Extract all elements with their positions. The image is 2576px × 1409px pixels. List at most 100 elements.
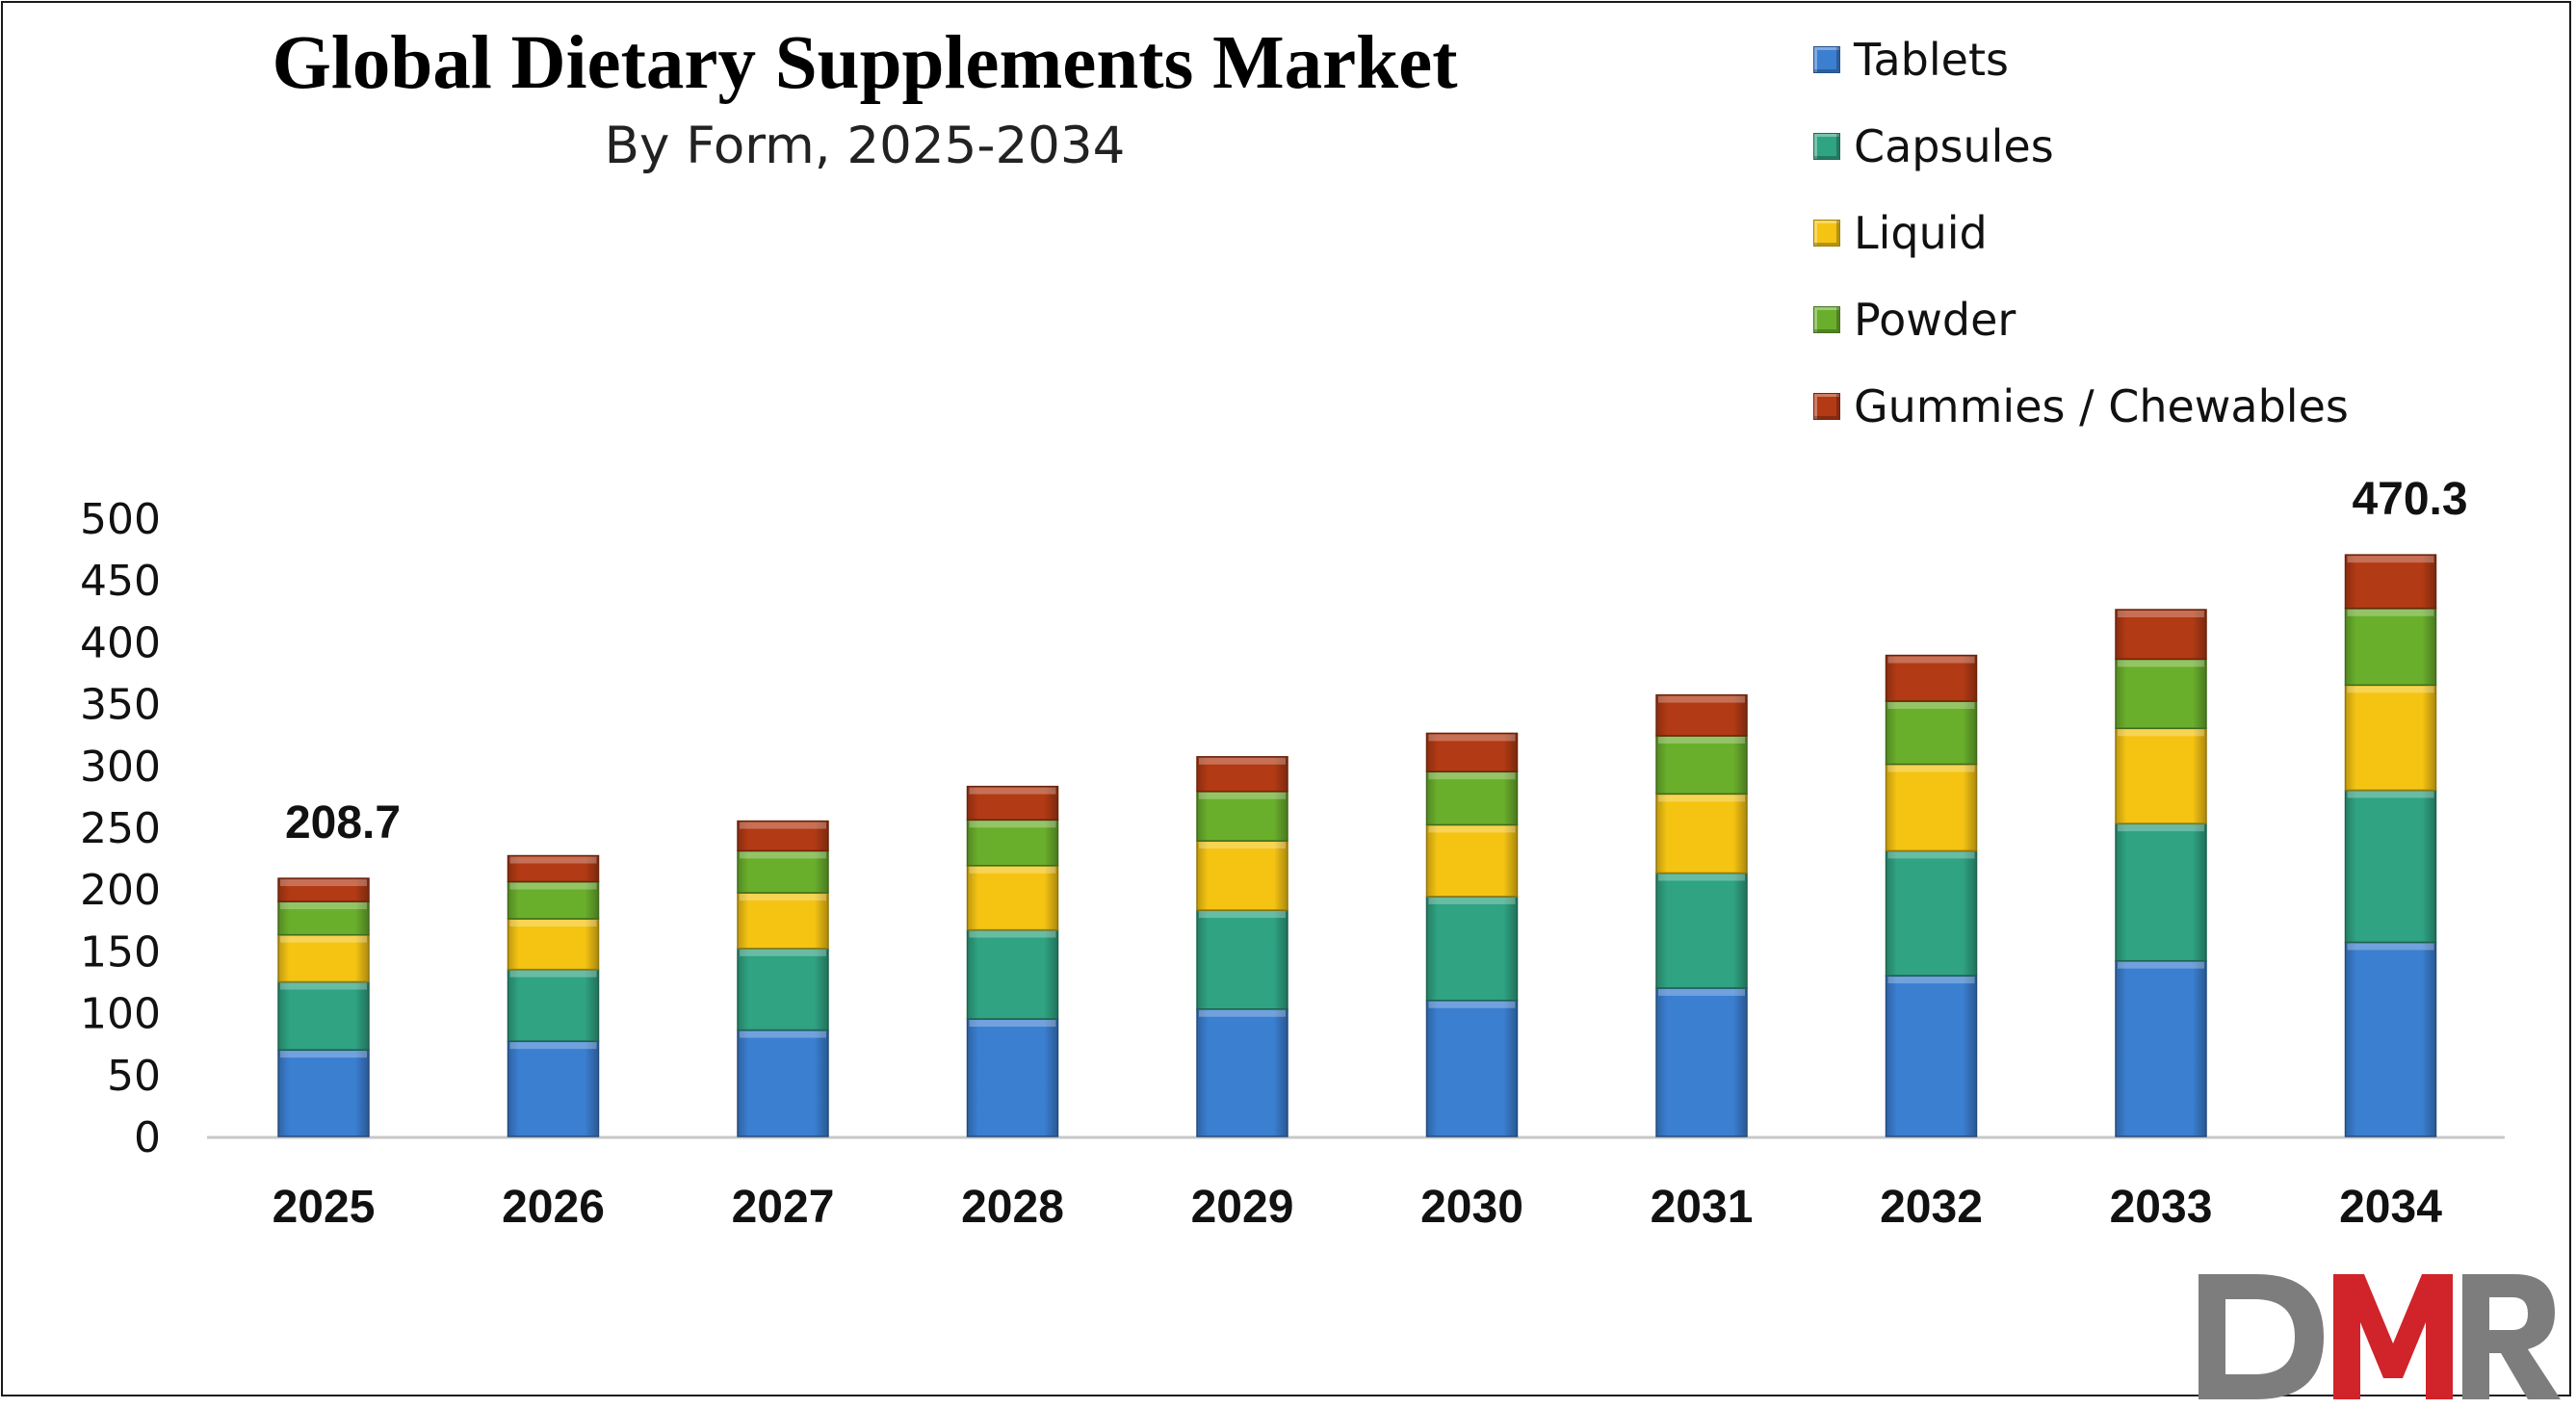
y-tick-label: 500: [80, 495, 161, 544]
bar-segment: [2344, 607, 2437, 687]
bar-segment: [2115, 959, 2207, 1137]
legend-item: Powder: [1813, 276, 2349, 363]
bar-segment: [1885, 975, 1978, 1137]
bar-segment-highlight: [1658, 736, 1745, 744]
bar-segment-highlight: [969, 866, 1056, 874]
bar-segment: [1196, 909, 1288, 1010]
bar-segment-highlight: [509, 856, 597, 864]
bar-segment-highlight: [2347, 791, 2434, 798]
bar-segment-highlight: [509, 1042, 597, 1050]
bar-segment: [507, 918, 600, 971]
bar-segment: [737, 820, 829, 852]
bar-segment: [1655, 987, 1748, 1137]
bar-segment-highlight: [2118, 824, 2204, 832]
y-tick-label: 400: [80, 618, 161, 667]
bar-segment-highlight: [509, 970, 597, 978]
bar-segment: [1425, 823, 1519, 898]
chart-title: Global Dietary Supplements Market: [272, 21, 1458, 105]
bar-segment-highlight: [1199, 842, 1286, 849]
x-tick-label: 2032: [1880, 1182, 1983, 1233]
bar-segment-highlight: [1199, 911, 1286, 919]
bar-segment-highlight: [280, 879, 367, 887]
bar-segment: [737, 1029, 829, 1137]
legend-item: Gummies / Chewables: [1813, 363, 2349, 450]
bar-segment-highlight: [2347, 556, 2434, 563]
bar-segment: [1885, 654, 1978, 702]
x-tick-label: 2030: [1420, 1182, 1523, 1233]
legend-swatch: [1813, 306, 1840, 333]
bar-segment-highlight: [1428, 1001, 1516, 1008]
logo-letter-r: [2462, 1274, 2561, 1399]
bar-segment: [1885, 849, 1978, 977]
bar-segment: [1655, 693, 1748, 737]
bar-segment-highlight: [509, 882, 597, 890]
plot-area: 0 50 100 150 200 250 300 350 400 450 500 2025 2026 20…: [80, 474, 2505, 1233]
bar-segment: [1425, 1000, 1519, 1137]
data-label: 208.7: [285, 797, 401, 848]
bar-segment: [966, 819, 1059, 867]
legend-label: Liquid: [1854, 207, 1988, 259]
bar-segment: [1425, 896, 1519, 1002]
legend-label: Gummies / Chewables: [1854, 380, 2349, 432]
bar-segment: [2344, 941, 2437, 1137]
bar-segment-highlight: [2118, 729, 2204, 737]
bar-segment-highlight: [1887, 977, 1975, 984]
bar-segment-highlight: [740, 1031, 826, 1038]
x-tick-label: 2034: [2339, 1182, 2442, 1233]
bar-segment-highlight: [1658, 695, 1745, 703]
legend-swatch: [1813, 133, 1840, 160]
bar-segment: [2115, 609, 2207, 661]
bar-segment: [737, 849, 829, 894]
bar-segment-highlight: [1199, 757, 1286, 765]
bar-segment: [1425, 770, 1519, 826]
bar-segment: [1196, 791, 1288, 842]
x-tick-label: 2028: [961, 1182, 1064, 1233]
bar-segment-highlight: [280, 982, 367, 990]
bar-segment: [1655, 793, 1748, 874]
bar-segment-highlight: [740, 822, 826, 829]
bar-segment: [966, 1018, 1059, 1137]
bar-segment-highlight: [1428, 825, 1516, 833]
bar-segment-highlight: [1658, 988, 1745, 996]
y-tick-label: 450: [80, 557, 161, 606]
bar-segment: [1196, 840, 1288, 911]
bar-segment-highlight: [740, 894, 826, 901]
bar-segment: [507, 1040, 600, 1137]
legend-swatch: [1813, 393, 1840, 420]
data-label: 470.3: [2352, 474, 2467, 525]
bar-segment-highlight: [1199, 1009, 1286, 1017]
bar-segment: [2344, 684, 2437, 792]
bar-segment-highlight: [969, 930, 1056, 938]
x-tick-label: 2027: [732, 1182, 835, 1233]
bar-segment-highlight: [1887, 702, 1975, 710]
x-tick-label: 2031: [1651, 1182, 1754, 1233]
y-tick-label: 250: [80, 804, 161, 853]
x-tick-label: 2033: [2110, 1182, 2213, 1233]
legend: Tablets Capsules Liquid Powder Gummies / Che…: [1813, 16, 2349, 450]
y-tick-label: 300: [80, 743, 161, 792]
bar-segment: [2115, 822, 2207, 962]
bar-segment-highlight: [740, 851, 826, 859]
bar-segment: [1196, 1007, 1288, 1137]
chart-subtitle: By Form, 2025-2034: [604, 117, 1126, 175]
y-tick-label: 200: [80, 866, 161, 915]
x-tick-label: 2025: [273, 1182, 376, 1233]
bar-segment: [737, 892, 829, 950]
bar-segment: [1425, 732, 1519, 772]
y-tick-label: 100: [80, 990, 161, 1039]
bar-segment: [737, 948, 829, 1031]
bar-segment-highlight: [969, 1020, 1056, 1028]
bar-segment: [507, 968, 600, 1042]
bar-segment: [277, 1049, 370, 1137]
dmr-logo: [2199, 1274, 2561, 1399]
bar-segment: [507, 854, 600, 883]
bar-segment: [2344, 789, 2437, 944]
legend-item: Capsules: [1813, 103, 2349, 190]
legend-swatch: [1813, 220, 1840, 247]
bar-segment-highlight: [2347, 943, 2434, 951]
logo-letter-m: [2333, 1274, 2453, 1399]
bar-segment-highlight: [2118, 660, 2204, 667]
bar-segment: [277, 980, 370, 1051]
bar-segment: [277, 877, 370, 902]
